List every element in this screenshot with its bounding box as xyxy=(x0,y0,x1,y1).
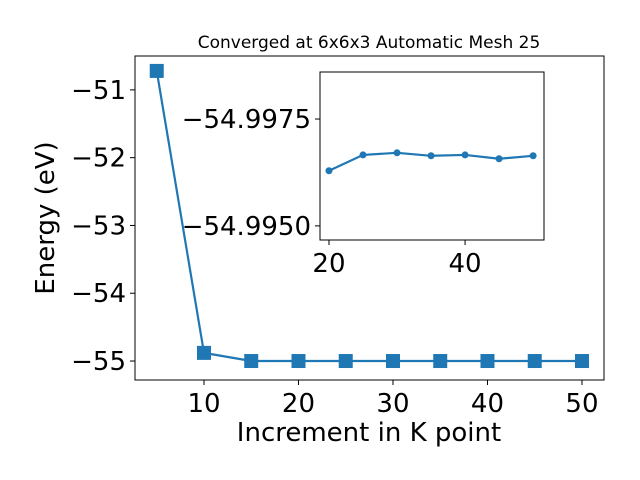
x-tick-label: 20 xyxy=(312,249,345,279)
y-tick-label: −51 xyxy=(71,76,126,106)
marker xyxy=(149,63,164,78)
y-tick-label: −54 xyxy=(71,279,126,309)
marker xyxy=(574,354,589,369)
x-axis-label: Increment in K point xyxy=(237,418,501,448)
marker xyxy=(495,155,503,163)
x-tick-label: 40 xyxy=(449,249,482,279)
marker xyxy=(480,354,495,369)
x-tick-label: 40 xyxy=(471,389,504,419)
marker xyxy=(291,354,306,369)
x-tick-label: 10 xyxy=(187,389,220,419)
marker xyxy=(427,152,435,160)
y-tick-label: −52 xyxy=(71,144,126,174)
x-tick-label: 20 xyxy=(282,389,315,419)
marker xyxy=(244,354,259,369)
marker xyxy=(338,354,353,369)
marker xyxy=(529,152,537,160)
line xyxy=(155,70,582,363)
marker xyxy=(325,167,333,175)
y-tick-label: −55 xyxy=(71,347,126,377)
chart-title: Converged at 6x6x3 Automatic Mesh 25 xyxy=(198,33,541,53)
marker xyxy=(196,345,211,360)
marker xyxy=(461,151,469,159)
marker xyxy=(433,354,448,369)
x-tick-label: 50 xyxy=(565,389,598,419)
marker xyxy=(385,354,400,369)
y-axis-label: Energy (eV) xyxy=(31,141,61,294)
y-tick-label: −54.9950 xyxy=(182,212,311,242)
y-tick-label: −53 xyxy=(71,211,126,241)
marker xyxy=(393,149,401,157)
marker xyxy=(359,151,367,159)
marker xyxy=(527,354,542,369)
x-tick-label: 30 xyxy=(376,389,409,419)
y-tick-label: −54.9975 xyxy=(182,105,311,135)
